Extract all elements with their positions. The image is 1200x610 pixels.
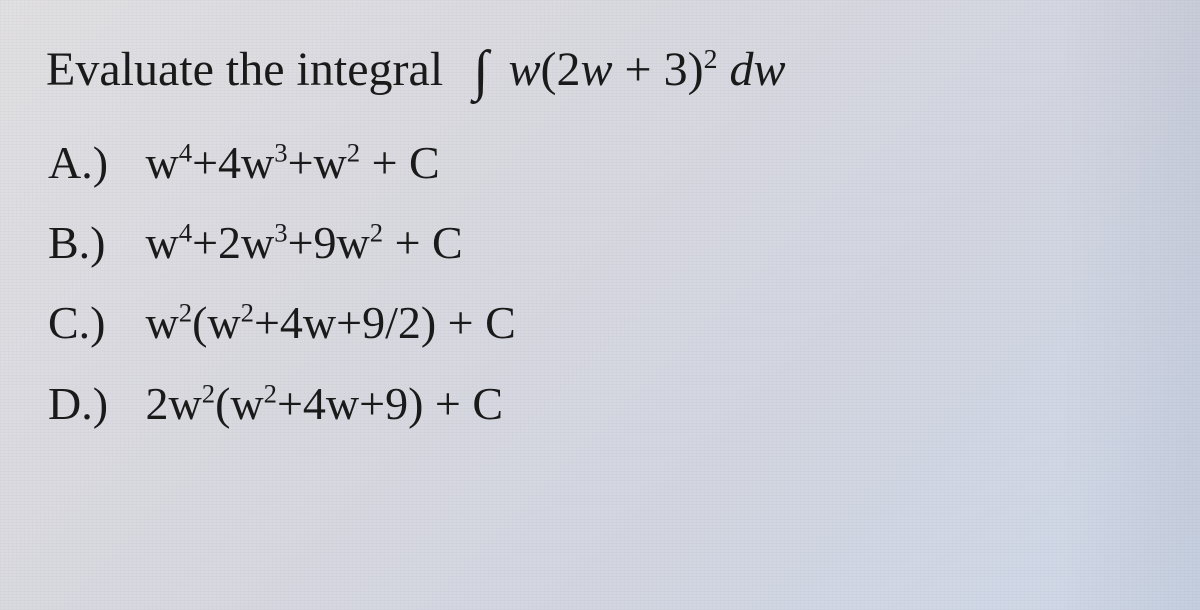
question-integrand: w(2w + 3)2 dw — [509, 43, 786, 96]
question-lead: Evaluate the integral — [46, 43, 443, 96]
choice-c[interactable]: C.) w2(w2+4w+9/2) + C — [48, 299, 1154, 347]
question-line: Evaluate the integral ∫ w(2w + 3)2 dw — [46, 38, 1154, 97]
choice-label: A.) — [48, 139, 134, 187]
choice-expression: 2w2(w2+4w+9) + C — [146, 378, 504, 429]
choice-b[interactable]: B.) w4+2w3+9w2 + C — [48, 219, 1154, 267]
choice-label: C.) — [48, 299, 134, 347]
choice-label: D.) — [48, 380, 134, 428]
integral-sign: ∫ — [473, 40, 488, 102]
choice-a[interactable]: A.) w4+4w3+w2 + C — [48, 139, 1154, 187]
choice-expression: w4+4w3+w2 + C — [146, 137, 440, 188]
answer-choices: A.) w4+4w3+w2 + C B.) w4+2w3+9w2 + C C.)… — [48, 139, 1154, 428]
choice-expression: w4+2w3+9w2 + C — [146, 217, 463, 268]
choice-label: B.) — [48, 219, 134, 267]
choice-d[interactable]: D.) 2w2(w2+4w+9) + C — [48, 380, 1154, 428]
choice-expression: w2(w2+4w+9/2) + C — [146, 297, 516, 348]
